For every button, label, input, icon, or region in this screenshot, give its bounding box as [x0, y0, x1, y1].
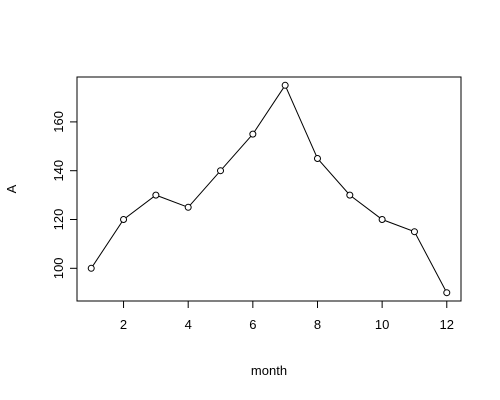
x-tick-label: 12: [440, 317, 454, 332]
x-axis-label: month: [251, 363, 287, 378]
data-point: [281, 81, 289, 89]
data-point: [87, 264, 95, 272]
x-tick-label: 10: [375, 317, 389, 332]
data-point: [346, 191, 354, 199]
data-point: [249, 130, 257, 138]
data-point: [443, 289, 451, 297]
y-tick-label: 140: [51, 160, 66, 182]
y-tick-label: 160: [51, 111, 66, 133]
y-tick-label: 100: [51, 257, 66, 279]
x-tick-label: 6: [249, 317, 256, 332]
y-tick-label: 120: [51, 209, 66, 231]
data-point: [410, 228, 418, 236]
data-point: [378, 216, 386, 224]
data-point: [217, 167, 225, 175]
x-tick-label: 4: [185, 317, 192, 332]
y-axis-label: A: [4, 184, 19, 193]
x-tick-label: 8: [314, 317, 321, 332]
data-point: [152, 191, 160, 199]
data-point: [184, 203, 192, 211]
data-line: [90, 84, 448, 293]
data-point: [120, 216, 128, 224]
data-point: [313, 154, 321, 162]
x-tick-label: 2: [120, 317, 127, 332]
